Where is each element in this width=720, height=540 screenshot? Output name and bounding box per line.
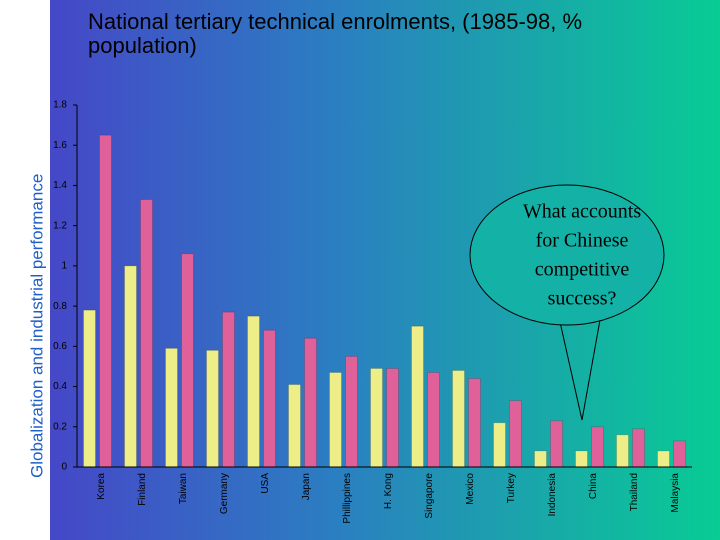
x-tick-label: Turkey [506, 473, 517, 503]
x-tick-label: Finland [137, 473, 148, 506]
y-tick-label: 1.2 [53, 220, 67, 231]
bar [99, 134, 112, 468]
bar [206, 349, 219, 468]
bar [673, 440, 686, 468]
annotation-line: competitive [535, 259, 630, 281]
x-tick-label: Thailand [629, 473, 640, 511]
annotation-line: for Chinese [536, 230, 629, 252]
bar [427, 371, 440, 468]
y-tick-label: 1.6 [53, 140, 67, 151]
bar [370, 367, 383, 468]
x-tick-label: Indonesia [547, 473, 558, 517]
bar [345, 355, 358, 468]
annotation-line: success? [548, 288, 617, 310]
x-tick-label: Germany [219, 473, 230, 514]
callout: What accounts for Chinese competitive succe… [469, 184, 665, 421]
x-tick-label: Phillippines [342, 473, 353, 524]
bar [165, 347, 178, 468]
x-tick-label: Singapore [424, 473, 435, 519]
callout-bubble [469, 184, 665, 326]
bar [288, 384, 301, 468]
y-tick-label: 0.4 [53, 381, 67, 392]
y-tick-label: 0.6 [53, 341, 67, 352]
bar [124, 265, 137, 468]
y-tick-label: 1.8 [53, 100, 67, 111]
bar [591, 426, 604, 468]
bar [222, 311, 235, 468]
x-tick-label: Malaysia [670, 473, 681, 513]
x-tick-label: USA [260, 473, 271, 494]
bar [534, 450, 547, 468]
x-tick-label: Taiwan [178, 473, 189, 504]
bar [632, 428, 645, 468]
bar [329, 371, 342, 468]
bar [550, 420, 563, 468]
bar [304, 337, 317, 468]
x-tick-label: Mexico [465, 473, 476, 505]
plot [83, 134, 686, 468]
annotation-line: What accounts [523, 201, 641, 223]
bar [181, 253, 194, 468]
y-tick-label: 0.2 [53, 421, 67, 432]
bar [411, 325, 424, 468]
bar [140, 199, 153, 468]
bar [616, 434, 629, 468]
y-tick-label: 0.8 [53, 301, 67, 312]
x-tick-label: Japan [301, 473, 312, 500]
bar [83, 309, 96, 468]
title-box: National tertiary technical enrolments, … [88, 10, 583, 58]
y-tick-label: 1 [61, 261, 67, 272]
bar [657, 450, 670, 468]
bar [452, 369, 465, 468]
bar [263, 329, 276, 468]
side-strip [0, 0, 50, 540]
bar [247, 315, 260, 468]
callout-tail [559, 319, 601, 421]
bar [468, 378, 481, 468]
y-tick-label: 0 [61, 462, 67, 473]
chart-title: National tertiary technical enrolments, … [88, 10, 583, 58]
bar [509, 400, 522, 468]
bar [575, 450, 588, 468]
x-tick-label: Korea [96, 473, 107, 500]
bar [386, 367, 399, 468]
side-title: Globalization and industrial performance [27, 174, 46, 478]
x-tick-label: China [588, 473, 599, 500]
bar [493, 422, 506, 468]
x-tick-label: H. Kong [383, 473, 394, 509]
y-tick-label: 1.4 [53, 180, 67, 191]
